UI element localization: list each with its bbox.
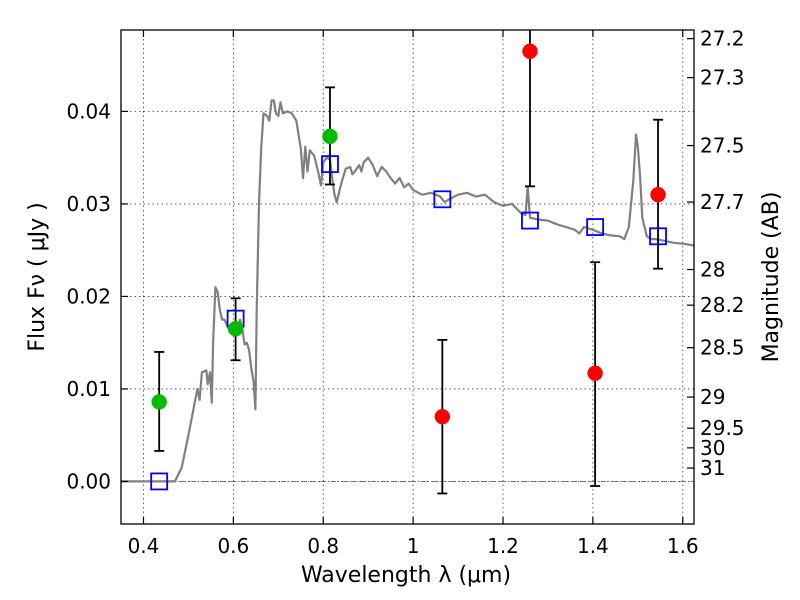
low-significance-point bbox=[434, 408, 451, 425]
y-tick-labels: 0.00 0.01 0.02 0.03 0.04 bbox=[66, 99, 111, 493]
magnitude-tick-label: 28 bbox=[700, 258, 725, 282]
y-tick-label: 0.04 bbox=[66, 99, 111, 123]
model-flux-square bbox=[433, 190, 452, 209]
magnitude-tick-label: 30 bbox=[700, 436, 725, 460]
model-flux-square bbox=[321, 155, 339, 174]
y-tick-label: 0.03 bbox=[66, 192, 111, 216]
x-tick-label: 1 bbox=[407, 534, 420, 558]
magnitude-axis-label: Magnitude (AB) bbox=[759, 192, 784, 363]
y-axis-label: Flux Fν ( μJy ) bbox=[25, 202, 50, 351]
x-axis-label: Wavelength λ (μm) bbox=[301, 563, 511, 588]
x-tick-labels: 0.4 0.6 0.8 1 1.2 1.4 1.6 bbox=[128, 534, 699, 558]
y-tick-label: 0.00 bbox=[66, 469, 111, 493]
y-tick-label: 0.02 bbox=[66, 284, 111, 308]
magnitude-tick-label: 29.5 bbox=[700, 416, 745, 440]
plot-area bbox=[121, 30, 694, 495]
detection-point bbox=[151, 394, 167, 410]
magnitude-tick-label: 27.7 bbox=[700, 190, 745, 214]
grid-lines bbox=[121, 30, 694, 524]
model-flux-square bbox=[586, 218, 605, 236]
detection-point bbox=[227, 321, 244, 337]
y-tick-label: 0.01 bbox=[66, 377, 111, 401]
magnitude-tick-label: 28.5 bbox=[700, 336, 745, 360]
detection-point bbox=[322, 128, 338, 145]
x-tick-label: 0.4 bbox=[128, 534, 160, 558]
magnitude-tick-label: 31 bbox=[700, 456, 725, 480]
x-tick-label: 1.2 bbox=[487, 534, 519, 558]
magnitude-tick-label: 27.3 bbox=[700, 66, 745, 90]
magnitude-tick-label: 27.2 bbox=[700, 27, 745, 51]
x-tick-label: 1.4 bbox=[577, 534, 609, 558]
x-tick-label: 1.6 bbox=[667, 534, 699, 558]
model-flux-square bbox=[150, 472, 169, 491]
magnitude-tick-label: 27.5 bbox=[700, 134, 745, 158]
magnitude-tick-label: 28.2 bbox=[700, 293, 745, 317]
model-flux-square bbox=[521, 211, 539, 230]
magnitude-tick-label: 29 bbox=[700, 385, 725, 409]
model-flux-square bbox=[649, 227, 667, 246]
plot-frame bbox=[120, 29, 695, 525]
low-significance-point bbox=[522, 43, 538, 60]
low-significance-point bbox=[650, 186, 666, 203]
x-tick-label: 0.8 bbox=[307, 534, 339, 558]
axis-ticks bbox=[121, 30, 694, 524]
low-significance-point bbox=[587, 365, 603, 381]
x-tick-label: 0.6 bbox=[217, 534, 249, 558]
